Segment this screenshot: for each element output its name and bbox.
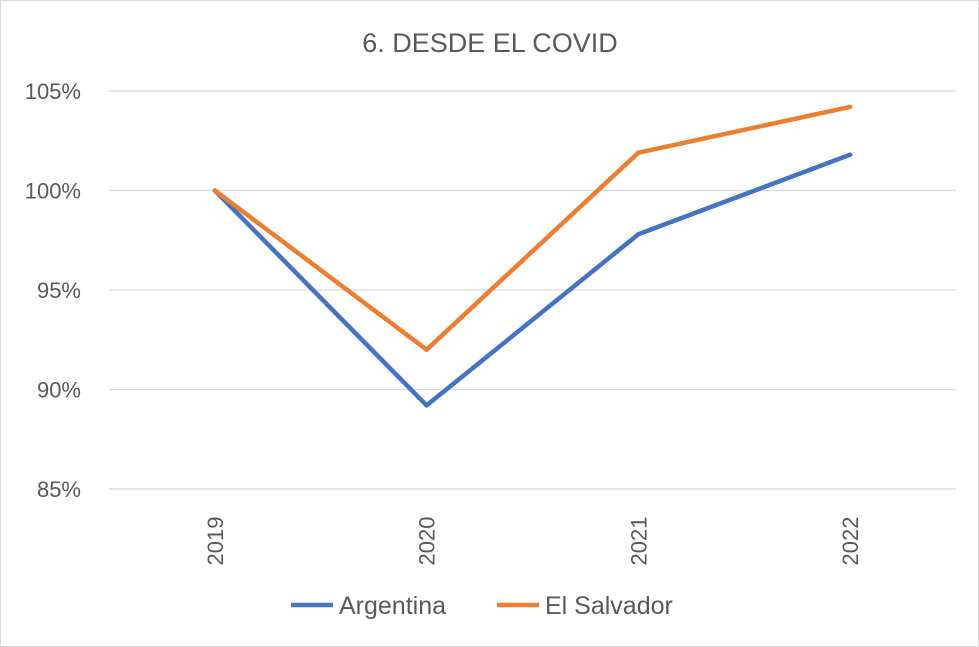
legend-label: El Salvador	[545, 592, 673, 620]
legend-label: Argentina	[339, 592, 446, 620]
y-tick-label: 100%	[25, 179, 81, 204]
series-lines	[212, 104, 853, 408]
y-axis-ticks: 85% 90% 95% 100% 105%	[25, 79, 81, 502]
x-axis-ticks: 2019 2020 2021 2022	[203, 517, 863, 566]
y-tick-label: 95%	[37, 278, 81, 303]
series-line-el-salvador	[212, 104, 853, 352]
y-tick-label: 105%	[25, 79, 81, 104]
x-tick-label: 2021	[626, 517, 651, 566]
y-tick-label: 85%	[37, 477, 81, 502]
legend: Argentina El Salvador	[291, 592, 673, 620]
y-tick-label: 90%	[37, 378, 81, 403]
series-line-argentina	[212, 152, 853, 408]
x-tick-label: 2022	[838, 517, 863, 566]
chart-title: 6. DESDE EL COVID	[362, 28, 618, 58]
gridlines	[109, 90, 956, 490]
x-tick-label: 2020	[415, 517, 440, 566]
x-tick-label: 2019	[203, 517, 228, 566]
